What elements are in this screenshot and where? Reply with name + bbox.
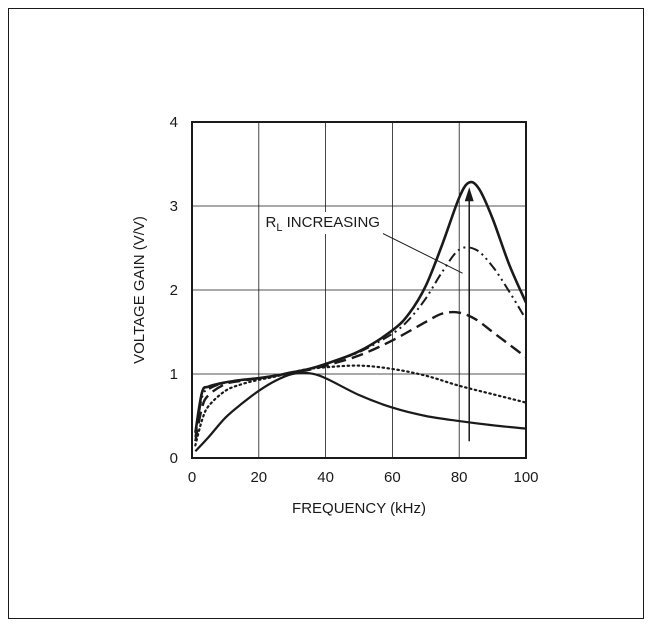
data-series	[194, 180, 528, 453]
x-tick-label: 80	[451, 469, 468, 486]
annotation-label-main: R	[265, 214, 276, 231]
x-tick-label: 20	[250, 469, 267, 486]
y-tick-label: 1	[170, 366, 178, 383]
y-tick-label: 4	[170, 114, 178, 131]
x-axis-label: FREQUENCY (kHz)	[292, 500, 426, 517]
annotation: RL INCREASING	[262, 187, 474, 442]
annotation-label-background	[262, 212, 383, 234]
series-line-1	[194, 371, 527, 453]
annotation-label-rest: INCREASING	[282, 214, 380, 231]
y-axis-label: VOLTAGE GAIN (V/V)	[131, 216, 148, 364]
arrow-head	[464, 187, 474, 202]
annotation-leader-line	[375, 229, 463, 274]
y-tick-label: 0	[170, 450, 178, 467]
plot-border	[191, 121, 527, 459]
x-tick-label: 0	[188, 469, 196, 486]
y-tick-label: 3	[170, 198, 178, 215]
tick-labels: 0 20 40 60 80 100 0 1 2 3 4	[170, 114, 539, 486]
x-tick-label: 100	[513, 469, 538, 486]
y-tick-label: 2	[170, 282, 178, 299]
series-line-3	[194, 310, 527, 442]
plot-area-border	[191, 121, 527, 459]
x-tick-label: 60	[384, 469, 401, 486]
grid-lines	[192, 122, 526, 458]
annotation-label-subscript: L	[276, 222, 282, 234]
annotation-label: RL INCREASING	[265, 214, 379, 234]
series-line-2	[194, 364, 528, 447]
x-tick-label: 40	[317, 469, 334, 486]
series-line-5	[194, 180, 528, 434]
series-line-4	[194, 246, 527, 438]
